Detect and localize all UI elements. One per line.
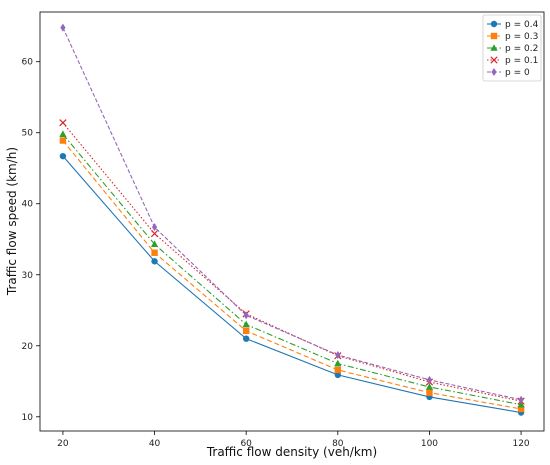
data-point xyxy=(150,240,159,248)
x-tick-label: 80 xyxy=(332,439,344,449)
legend-box xyxy=(482,14,542,82)
data-point xyxy=(150,229,159,238)
data-point xyxy=(334,366,342,374)
data-point xyxy=(59,152,67,160)
series-3 xyxy=(59,119,525,405)
legend-marker xyxy=(490,56,498,64)
x-axis-label: Traffic flow density (veh/km) xyxy=(206,445,377,459)
series-4 xyxy=(60,23,524,404)
data-point xyxy=(59,130,67,137)
data-point xyxy=(518,395,524,404)
legend-label: p = 0.1 xyxy=(505,56,538,66)
data-point xyxy=(334,359,342,367)
data-point xyxy=(517,405,525,413)
legend-label: p = 0.3 xyxy=(505,32,538,42)
y-tick-label: 20 xyxy=(22,342,34,352)
data-point xyxy=(59,119,67,127)
legend-label: p = 0 xyxy=(505,68,530,78)
data-point xyxy=(335,351,341,360)
legend-entry: p = 0 xyxy=(487,68,530,78)
data-point xyxy=(243,311,249,320)
series-line xyxy=(62,122,522,402)
x-tick-label: 100 xyxy=(421,439,438,449)
data-point xyxy=(426,375,433,384)
series-line xyxy=(62,133,522,406)
data-point xyxy=(151,258,158,265)
series-1 xyxy=(59,137,525,413)
data-point xyxy=(426,389,433,396)
series-layer xyxy=(59,23,525,416)
y-tick-label: 10 xyxy=(22,413,34,423)
series-2 xyxy=(59,130,525,408)
legend-marker xyxy=(490,44,498,51)
legend-entry: p = 0.4 xyxy=(487,20,539,30)
legend-entry: p = 0.3 xyxy=(487,32,538,42)
legend-marker xyxy=(491,68,497,76)
data-point xyxy=(60,23,66,32)
data-point xyxy=(59,137,67,144)
y-tick-label: 30 xyxy=(22,271,34,281)
data-point xyxy=(151,223,158,232)
data-point xyxy=(517,400,525,408)
legend-label: p = 0.4 xyxy=(505,20,539,30)
axis-ticks: 20 40 60 80 100 120 10 20 30 40 50 60 xyxy=(22,58,530,449)
legend-marker xyxy=(490,32,498,40)
x-tick-label: 120 xyxy=(512,439,529,449)
y-tick-label: 60 xyxy=(22,58,34,68)
y-axis-label: Traffic flow speed (km/h) xyxy=(5,147,19,296)
series-line xyxy=(62,155,522,414)
x-tick-label: 60 xyxy=(240,439,252,449)
x-tick-label: 20 xyxy=(57,439,69,449)
data-point xyxy=(425,383,434,390)
data-point xyxy=(151,249,158,256)
data-point xyxy=(242,320,250,328)
legend-label: p = 0.2 xyxy=(505,44,538,54)
y-tick-label: 50 xyxy=(22,129,34,139)
data-point xyxy=(242,335,250,342)
legend-marker xyxy=(490,20,498,28)
data-point xyxy=(242,327,250,335)
x-tick-label: 40 xyxy=(149,439,161,449)
plot-frame xyxy=(39,11,545,432)
data-point xyxy=(334,371,342,379)
series-line xyxy=(62,27,522,401)
series-line xyxy=(62,140,522,410)
legend-entry: p = 0.2 xyxy=(487,44,538,54)
legend: p = 0.4 p = 0.3 p = 0.2 p = 0.1 p = 0 xyxy=(482,14,542,82)
series-0 xyxy=(59,152,525,416)
legend-entry: p = 0.1 xyxy=(487,56,538,66)
y-tick-label: 40 xyxy=(22,200,34,210)
